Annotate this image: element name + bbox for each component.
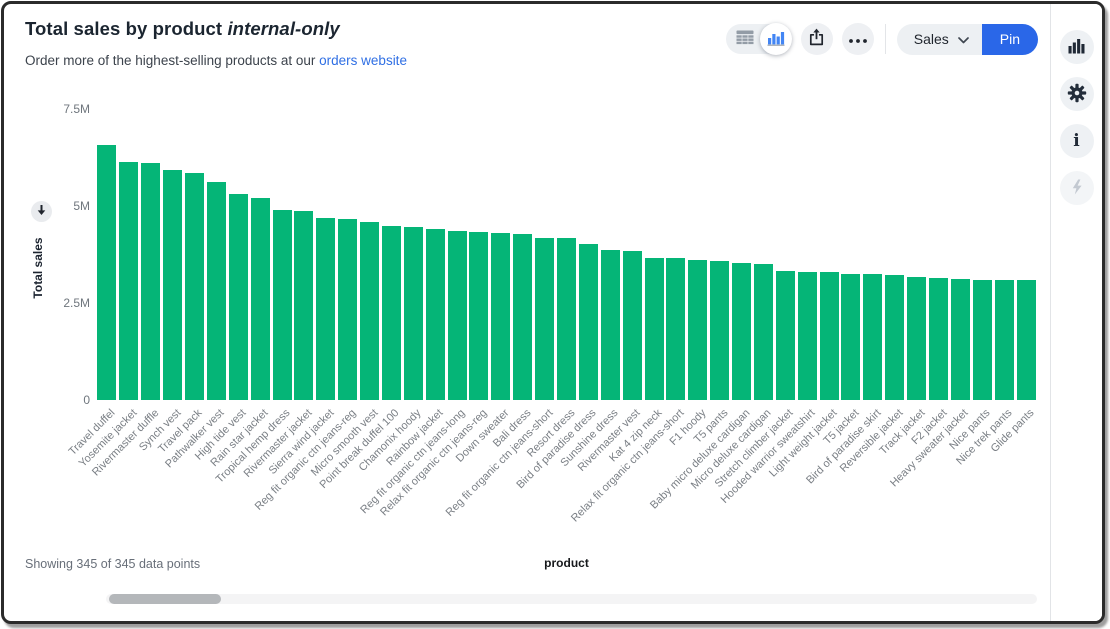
sort-descending-button[interactable] [31,201,52,222]
table-view-icon [736,30,754,48]
bar[interactable] [184,173,204,400]
bar[interactable] [863,274,883,400]
bar[interactable] [644,257,664,400]
bar[interactable] [119,161,139,400]
actions-button[interactable] [1059,171,1094,205]
bar[interactable] [513,233,533,400]
horizontal-scrollbar[interactable] [106,594,1037,604]
toolbar: Sales Pin [725,23,1038,55]
bar[interactable] [929,278,949,400]
bar[interactable] [732,263,752,400]
bar[interactable] [950,278,970,400]
view-toggle [725,23,792,55]
y-axis-tick: 0 [83,393,90,407]
subtitle-text: Order more of the highest-selling produc… [25,53,320,68]
sales-dropdown-label: Sales [913,31,949,47]
more-options-icon [848,32,868,47]
bar[interactable] [710,261,730,400]
sales-dropdown[interactable]: Sales [896,23,982,55]
bar[interactable] [841,273,861,400]
bar[interactable] [250,197,270,400]
bar[interactable] [753,264,773,400]
bar[interactable] [163,169,183,400]
bar[interactable] [688,259,708,400]
bar[interactable] [775,271,795,400]
bar[interactable] [1016,280,1036,400]
bar[interactable] [622,251,642,400]
bar[interactable] [578,244,598,400]
bar[interactable] [666,257,686,400]
bar[interactable] [600,250,620,400]
bar-chart-view-icon [767,30,785,49]
bar[interactable] [381,225,401,400]
lightning-icon [1068,178,1086,199]
x-axis-title: product [544,556,589,570]
arrow-down-icon [36,204,47,219]
visualization-panel-button[interactable] [1059,30,1094,64]
bar[interactable] [447,230,467,400]
bar[interactable] [403,226,423,400]
bar[interactable] [272,209,292,400]
table-view-button[interactable] [730,24,760,54]
pin-button[interactable]: Pin [981,23,1038,55]
bar[interactable] [907,277,927,400]
bar[interactable] [97,145,117,400]
bar[interactable] [885,275,905,400]
bar[interactable] [206,181,226,400]
scrollbar-thumb[interactable] [109,594,221,604]
chevron-down-icon [957,31,969,47]
toolbar-divider [884,24,886,54]
bar-chart: Total sales 0 2.5M 5M 7.5M Travel duffel Yose… [4,4,1102,621]
subtitle: Order more of the highest-selling produc… [25,53,407,68]
status-text: Showing 345 of 345 data points [25,557,201,571]
sales-pin-control: Sales Pin [896,23,1038,55]
more-options-button[interactable] [841,23,874,55]
bar[interactable] [994,280,1014,400]
bar-chart-icon [1068,38,1085,57]
bar[interactable] [425,228,445,400]
y-axis-tick: 7.5M [63,102,90,116]
bar[interactable] [294,211,314,400]
chart-view-button[interactable] [759,23,792,55]
right-sidebar: i [1050,4,1102,621]
bar[interactable] [797,271,817,400]
y-axis-tick: 2.5M [63,296,90,310]
y-axis-title: Total sales [31,237,45,299]
page-title: Total sales by product internal-only [25,18,340,39]
bar[interactable] [819,272,839,400]
gear-icon [1067,83,1087,106]
bar[interactable] [141,163,161,400]
share-button[interactable] [800,23,833,55]
settings-button[interactable] [1059,77,1094,111]
page-title-emphasis: internal-only [227,18,340,39]
bar[interactable] [557,238,576,400]
bar[interactable] [535,237,555,400]
info-icon: i [1073,130,1080,151]
info-button[interactable]: i [1059,124,1094,158]
bar[interactable] [972,279,992,400]
y-axis-tick: 5M [73,199,90,213]
bar[interactable] [228,193,248,400]
share-icon [807,28,826,50]
orders-website-link[interactable]: orders website [319,53,407,68]
bar[interactable] [469,232,489,400]
bar[interactable] [338,219,358,400]
bar[interactable] [491,233,511,400]
bar[interactable] [360,221,380,400]
bar[interactable] [316,218,336,400]
